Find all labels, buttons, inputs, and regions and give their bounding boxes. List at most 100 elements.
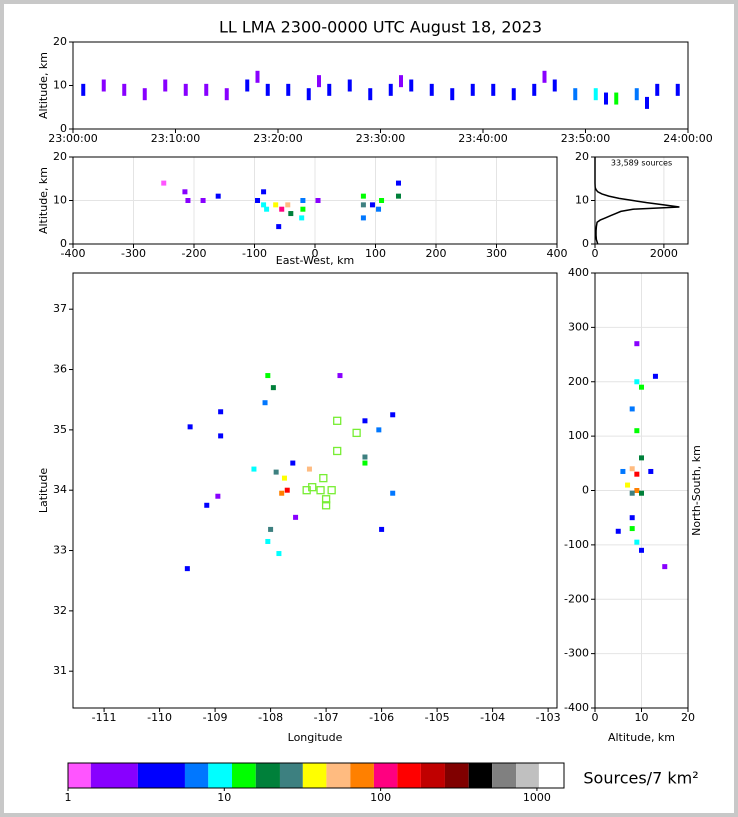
source-density	[273, 202, 279, 208]
colorbar-swatch	[538, 763, 564, 788]
source-density	[379, 198, 385, 203]
source-density	[450, 88, 455, 101]
source-density	[639, 455, 644, 461]
source-density	[276, 551, 282, 557]
y-tick-label: 300	[568, 320, 589, 333]
colorbar-swatch	[420, 763, 445, 788]
source-density	[262, 400, 268, 406]
y-tick-label: 200	[568, 375, 589, 388]
source-density	[224, 88, 229, 101]
x-tick-label: 0	[592, 247, 599, 260]
source-density	[625, 482, 631, 488]
source-density	[629, 406, 635, 412]
source-density	[264, 206, 270, 212]
source-density	[629, 490, 635, 496]
x-tick-label: 24:00:00	[663, 132, 712, 145]
source-density	[183, 83, 188, 96]
y-tick-label: 20	[575, 150, 589, 163]
y-tick-label: 10	[53, 194, 67, 207]
colorbar-swatch	[516, 763, 539, 788]
source-density	[662, 564, 668, 570]
x-tick-label: -300	[121, 247, 146, 260]
station	[333, 446, 342, 456]
source-density	[163, 79, 168, 92]
y-tick-label: -200	[564, 592, 589, 605]
x-tick-label: -103	[536, 711, 561, 724]
x-tick-label: 23:20:00	[253, 132, 302, 145]
x-tick-label: 400	[547, 247, 568, 260]
x-tick-label: -104	[480, 711, 505, 724]
source-density	[379, 526, 385, 532]
source-density	[552, 79, 557, 92]
axes-frame	[594, 272, 689, 709]
source-density	[362, 460, 368, 466]
source-density	[614, 92, 619, 105]
chart-title: LL LMA 2300-0000 UTC August 18, 2023	[219, 18, 542, 37]
source-density	[470, 83, 475, 96]
station	[316, 486, 325, 495]
x-tick-label: 200	[426, 247, 447, 260]
source-density	[532, 83, 537, 96]
source-density	[293, 514, 299, 520]
y-tick-label: 32	[53, 604, 67, 617]
x-tick-label: -110	[147, 711, 172, 724]
source-density	[279, 490, 285, 496]
colorbar-swatch	[373, 763, 398, 788]
station	[321, 501, 331, 510]
source-density	[491, 83, 496, 96]
axes-frame	[72, 41, 689, 130]
x-tick-label: -400	[61, 247, 86, 260]
source-density	[395, 193, 401, 199]
y-tick-label: 36	[53, 363, 67, 376]
source-density	[286, 83, 291, 96]
source-density	[101, 79, 106, 92]
x-tick-label: -200	[182, 247, 207, 260]
source-density	[388, 83, 393, 96]
source-density	[317, 75, 321, 88]
y-tick-label: 35	[53, 423, 67, 436]
x-tick-label: 23:50:00	[561, 132, 610, 145]
source-density	[265, 538, 271, 544]
source-density	[273, 469, 279, 475]
source-density	[362, 418, 368, 424]
y-tick-label: 0	[582, 237, 589, 250]
source-density	[265, 83, 270, 96]
source-density	[347, 79, 352, 92]
source-density	[390, 412, 396, 418]
source-density	[187, 424, 193, 430]
source-density	[185, 198, 191, 203]
x-tick-label: 2000	[650, 247, 678, 260]
source-density	[265, 373, 271, 379]
source-density	[299, 215, 305, 221]
source-density	[604, 92, 608, 105]
source-density	[306, 466, 312, 472]
colorbar-swatch	[90, 763, 138, 788]
colorbar-tick-label: 1000	[523, 791, 551, 804]
x-axis-label: Altitude, km	[608, 731, 675, 744]
x-tick-label: -109	[203, 711, 228, 724]
station	[321, 495, 331, 504]
y-tick-label: 20	[53, 150, 67, 163]
axes-frame	[594, 156, 689, 245]
x-tick-label: 0	[312, 247, 319, 260]
source-density	[315, 198, 321, 203]
x-tick-label: 10	[635, 711, 649, 724]
x-tick-label: 20	[681, 711, 695, 724]
colorbar-swatch	[208, 763, 233, 788]
x-tick-label: 300	[486, 247, 507, 260]
y-tick-label: 10	[53, 79, 67, 92]
source-density	[261, 189, 267, 195]
colorbar-swatch	[279, 763, 303, 788]
y-tick-label: 31	[53, 664, 67, 677]
source-density	[215, 493, 221, 499]
source-density	[270, 385, 276, 391]
colorbar-swatch	[326, 763, 351, 788]
colorbar-swatch	[255, 763, 280, 788]
source-density	[629, 526, 635, 532]
source-density	[629, 466, 635, 472]
x-tick-label: 0	[592, 711, 599, 724]
source-density	[634, 471, 640, 477]
source-density	[300, 198, 306, 203]
source-density	[390, 490, 396, 496]
